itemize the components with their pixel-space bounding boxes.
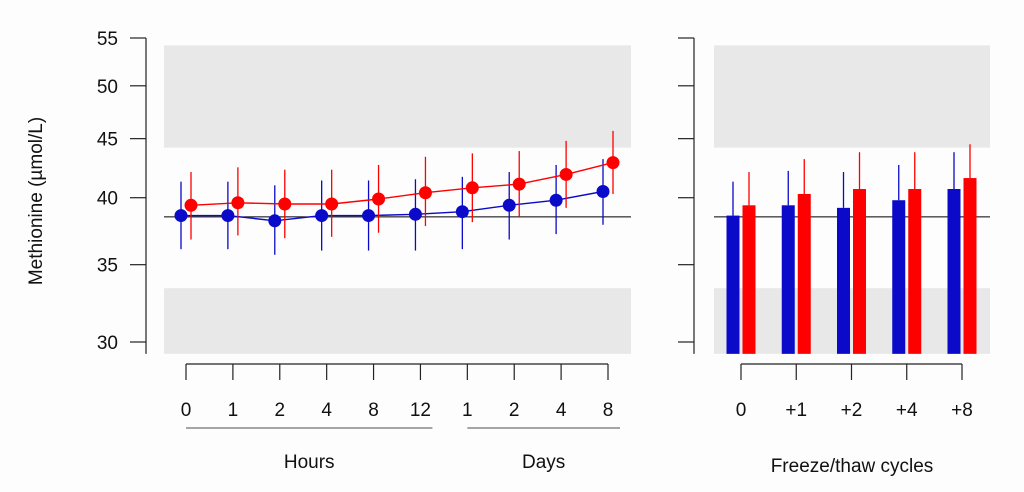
y-tick-label: 40: [97, 189, 118, 210]
series-0-point: [268, 214, 282, 228]
bar-series-1-bar: [797, 193, 811, 354]
series-1-point: [559, 167, 573, 181]
right-panel-bar-chart: 0 +1 +2 +4 +8: [678, 37, 990, 421]
series-0-point: [596, 184, 610, 198]
series-0-point: [362, 209, 376, 223]
bar-series-0-bar: [726, 215, 740, 354]
x-tick-label: 0: [181, 400, 192, 421]
x-tick-label: 4: [321, 400, 332, 421]
x-tick-label: 2: [509, 400, 520, 421]
bar-series-0-bar: [781, 205, 795, 354]
y-tick-label: 35: [97, 256, 118, 277]
x-tick-label: 8: [603, 400, 614, 421]
series-0-point: [315, 209, 329, 223]
series-1-point: [465, 181, 479, 195]
bar-series-1-bar: [908, 189, 922, 354]
bar-series-1-bar: [853, 189, 866, 354]
group-label-hours: Hours: [284, 452, 335, 473]
x-tick-label: +4: [896, 400, 918, 421]
series-0-point: [408, 207, 422, 221]
x-tick-label: 2: [274, 400, 285, 421]
bar-series-0-bar: [947, 189, 961, 354]
left-reference-band: [164, 45, 631, 148]
x-tick-label: +8: [951, 400, 973, 421]
x-tick-label: 12: [410, 400, 431, 421]
series-0-line: [181, 190, 604, 222]
series-1-point: [606, 156, 620, 170]
y-tick-label: 45: [97, 130, 118, 151]
bar-series-1-bar: [963, 178, 977, 354]
x-tick-label: +1: [785, 400, 807, 421]
series-0-point: [502, 198, 516, 212]
series-1-line: [190, 161, 614, 206]
x-tick-label: 1: [228, 400, 239, 421]
series-1-point: [372, 192, 386, 206]
series-0-point: [455, 205, 469, 219]
series-1-point: [184, 198, 198, 212]
bar-series-0-bar: [837, 207, 850, 354]
series-1-point: [278, 197, 292, 211]
series-0-point: [549, 193, 563, 207]
series-0-point: [221, 209, 235, 223]
series-1-point: [325, 197, 339, 211]
y-axis-label: Methionine (µmol/L): [26, 117, 47, 285]
series-0-point: [174, 209, 188, 223]
x-tick-label: 1: [462, 400, 473, 421]
group-label-days: Days: [522, 452, 565, 473]
y-tick-label: 55: [97, 29, 118, 50]
bar-series-1-bar: [742, 205, 756, 354]
x-tick-label: 0: [736, 400, 747, 421]
x-tick-label: +2: [841, 400, 863, 421]
left-reference-band: [164, 288, 631, 354]
y-tick-label: 30: [97, 333, 118, 354]
x-tick-label: 4: [556, 400, 567, 421]
right-reference-band: [714, 288, 990, 354]
y-tick-label: 50: [97, 77, 118, 98]
right-reference-band: [714, 45, 990, 148]
series-1-point: [231, 196, 245, 210]
x-axis-label-freeze-thaw: Freeze/thaw cycles: [771, 456, 934, 477]
series-1-point: [418, 186, 432, 200]
x-tick-label: 8: [368, 400, 379, 421]
series-1-point: [512, 177, 526, 191]
bar-series-0-bar: [892, 200, 906, 354]
